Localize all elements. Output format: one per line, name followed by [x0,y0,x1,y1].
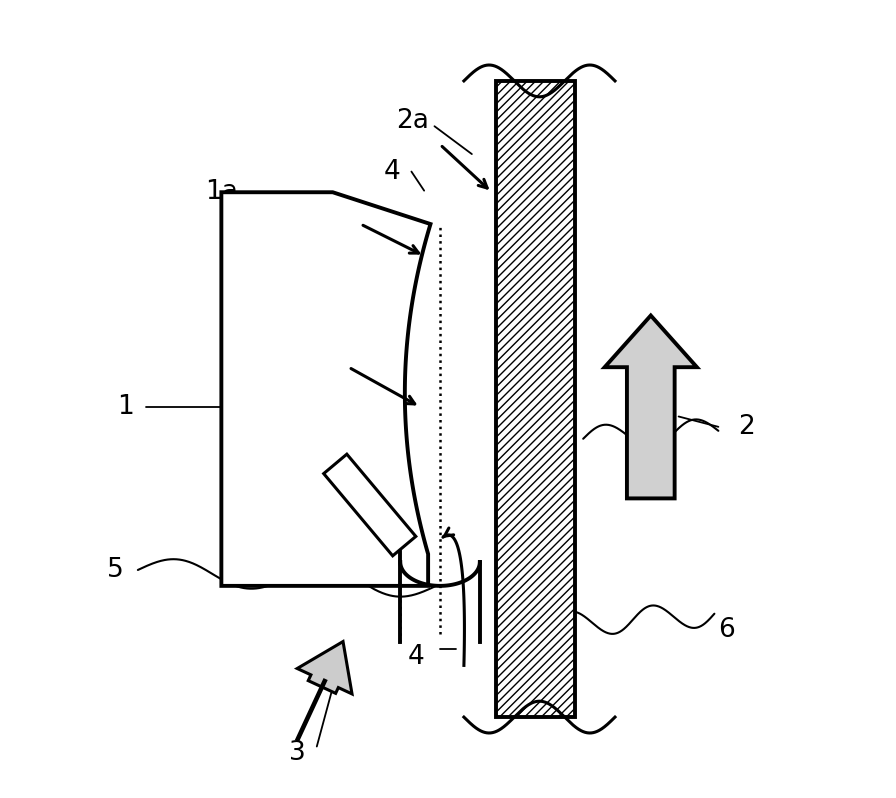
Text: 4: 4 [408,645,425,670]
Text: 6: 6 [718,617,735,642]
Bar [495,81,575,717]
Polygon shape [297,642,352,694]
Text: 2: 2 [737,414,754,440]
Text: 5: 5 [108,557,124,583]
Polygon shape [605,315,697,499]
Text: 2a: 2a [396,108,428,134]
Text: 1a: 1a [205,180,237,205]
Text: 3: 3 [289,740,306,766]
Polygon shape [221,192,430,586]
Polygon shape [323,454,416,556]
Text: 4: 4 [384,160,401,185]
Text: 1: 1 [117,394,134,420]
